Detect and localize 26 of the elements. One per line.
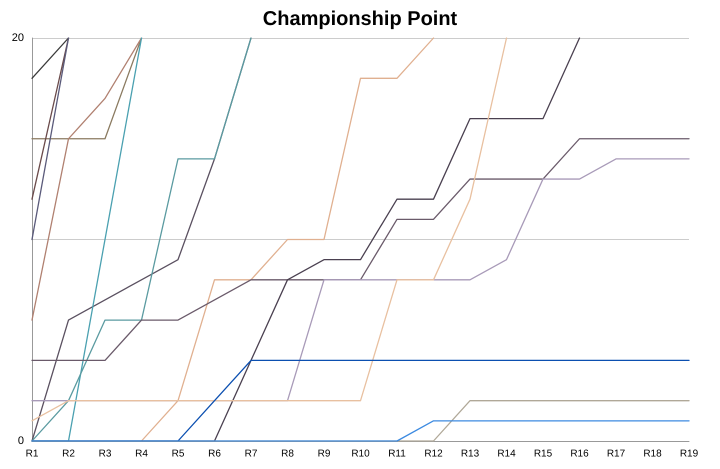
x-tick-label: R12 <box>424 448 444 460</box>
x-tick-label: R3 <box>98 448 112 460</box>
x-tick-label: R13 <box>460 448 480 460</box>
x-tick-label: R14 <box>497 448 516 460</box>
x-tick-label: R2 <box>62 448 76 460</box>
line-series <box>31 138 690 362</box>
x-tick-label: R6 <box>208 448 222 460</box>
x-tick-label: R18 <box>643 448 662 460</box>
x-tick-label: R5 <box>172 448 185 460</box>
line-series <box>31 37 142 321</box>
line-series <box>140 37 434 442</box>
x-tick-label: R15 <box>534 448 553 460</box>
x-tick-label: R17 <box>606 448 626 460</box>
x-tick-label: R16 <box>570 448 590 460</box>
x-tick-label: R8 <box>281 448 294 460</box>
x-tick-label: R10 <box>351 448 370 460</box>
x-tick-label: R4 <box>135 448 148 460</box>
x-tick-label: R1 <box>26 448 39 460</box>
line-series <box>31 37 508 422</box>
x-tick-label: R19 <box>680 448 699 460</box>
y-tick-label: 20 <box>12 32 24 44</box>
y-tick-label: 0 <box>18 435 24 447</box>
x-tick-label: R9 <box>318 448 331 460</box>
x-tick-label: R11 <box>388 448 406 460</box>
x-tick-label: R7 <box>244 448 258 460</box>
chart-title: Championship Point <box>262 8 458 30</box>
